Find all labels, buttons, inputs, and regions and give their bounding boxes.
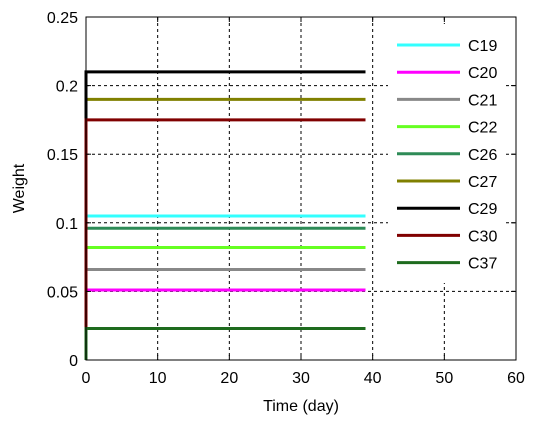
x-tick-labels: 0 10 20 30 40 50 60 [82, 370, 525, 387]
y-tick-label: 0.2 [56, 79, 78, 96]
x-tick-label: 50 [435, 370, 453, 387]
x-axis-title: Time (day) [263, 398, 339, 415]
legend-label: C37 [468, 256, 497, 273]
axis-ticks [85, 16, 517, 361]
legend-label: C19 [468, 38, 497, 55]
x-tick-label: 20 [220, 370, 238, 387]
y-tick-label: 0 [69, 353, 78, 370]
legend-label: C26 [468, 147, 497, 164]
legend-label: C29 [468, 201, 497, 218]
x-tick-label: 40 [364, 370, 382, 387]
y-tick-label: 0.05 [47, 284, 78, 301]
legend-label: C30 [468, 228, 497, 245]
legend-label: C20 [468, 65, 497, 82]
x-tick-label: 60 [507, 370, 525, 387]
y-tick-label: 0.25 [47, 10, 78, 27]
x-tick-label: 10 [149, 370, 167, 387]
y-tick-label: 0.1 [56, 216, 78, 233]
legend-label: C27 [468, 174, 497, 191]
legend: C19 C20 C21 C22 C26 C27 C29 C30 C37 [388, 24, 506, 283]
x-tick-label: 0 [82, 370, 91, 387]
legend-label: C22 [468, 120, 497, 137]
legend-label: C21 [468, 92, 497, 109]
y-tick-label: 0.15 [47, 147, 78, 164]
y-tick-labels: 0 0.05 0.1 0.15 0.2 0.25 [47, 10, 78, 370]
x-tick-label: 30 [292, 370, 310, 387]
y-axis-title: Weight [11, 163, 28, 213]
